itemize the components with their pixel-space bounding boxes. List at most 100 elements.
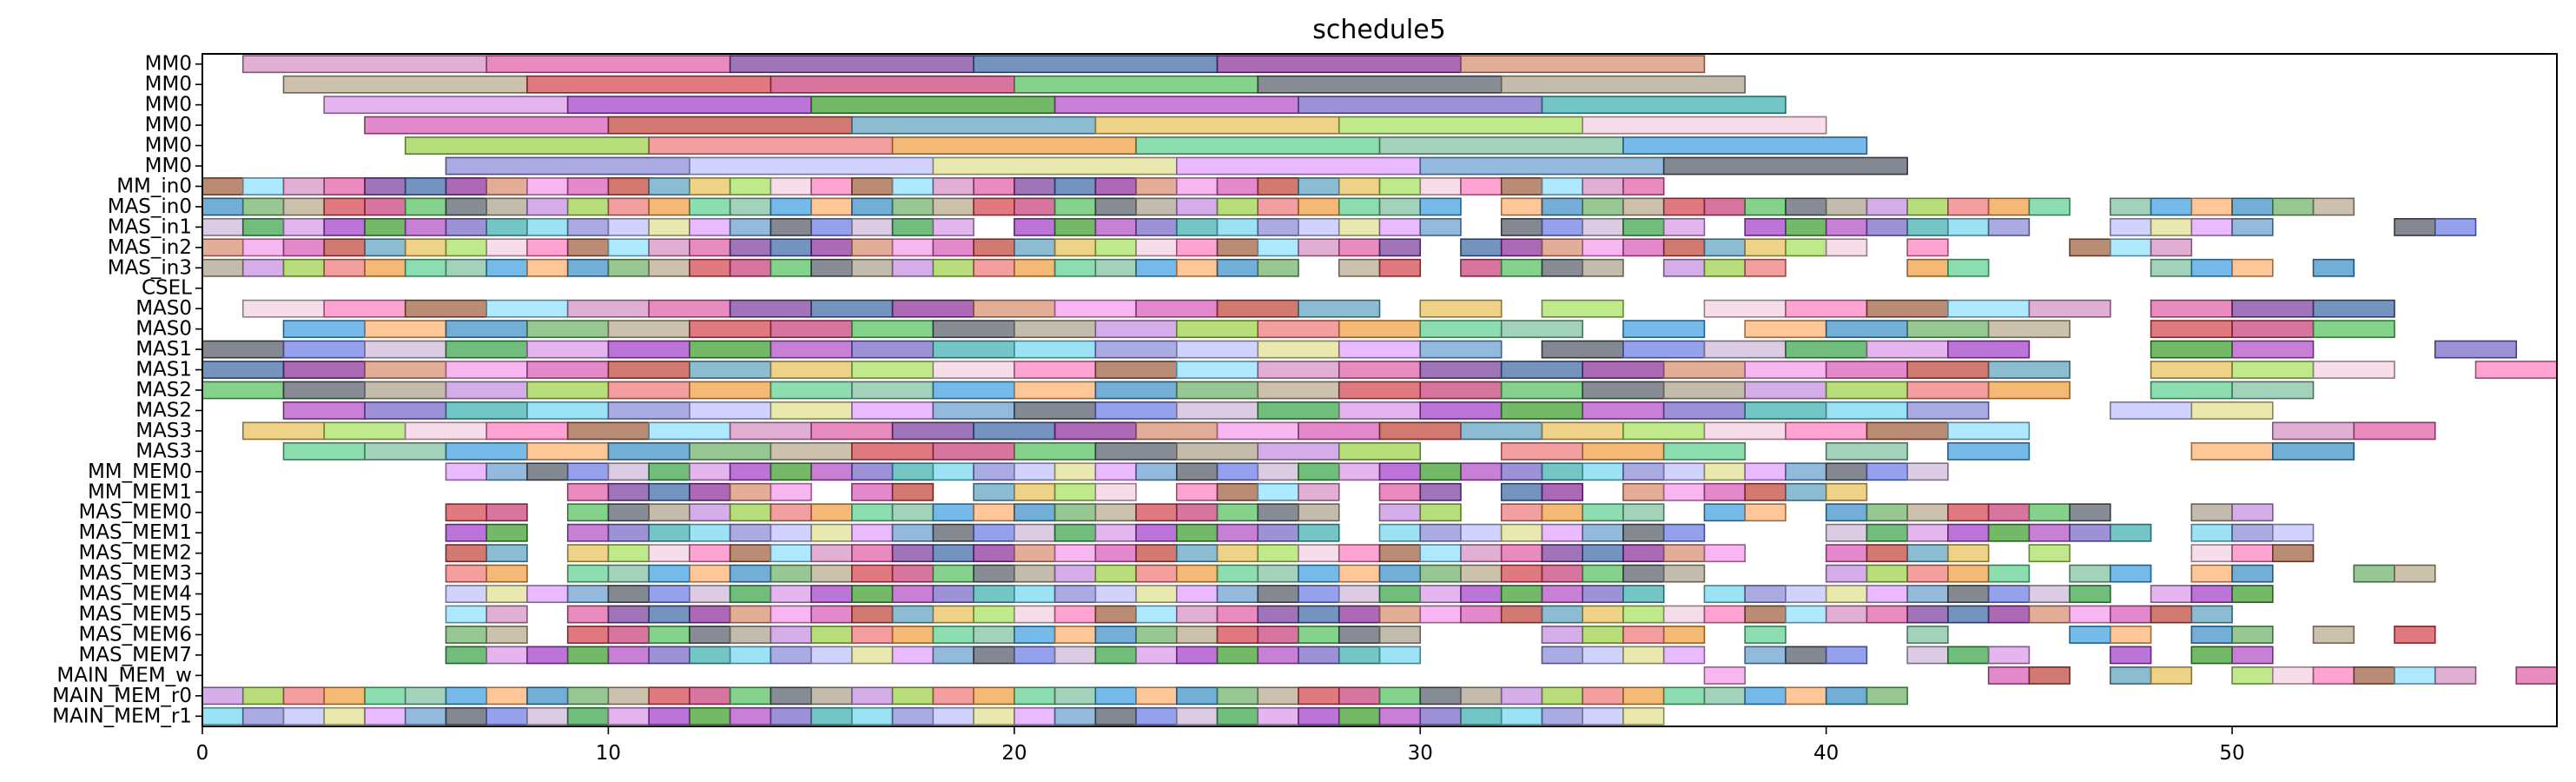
bar-mm0-5-3 <box>1175 156 1422 176</box>
bar-mas_mem4-26-18 <box>1175 585 1219 603</box>
bar-mas2-17-15 <box>1500 401 1583 420</box>
bar-mm_in0-6-19 <box>973 177 1015 196</box>
bar-mas_mem1-23-9 <box>851 523 894 542</box>
bar-mas_mem6-28-16 <box>1135 626 1178 644</box>
bar-mas3-18-16 <box>1541 421 1624 441</box>
row-label-26: MAS_MEM4 <box>78 583 192 606</box>
bar-mas_mem6-28-20 <box>1298 626 1340 644</box>
bar-mas_mem0-22-11 <box>932 503 974 522</box>
bar-mas_in2-9-30 <box>1460 238 1503 257</box>
bar-mm_mem1-21-14 <box>1257 482 1299 501</box>
bar-mm_in0-6-24 <box>1175 177 1219 196</box>
bar-main_mem_r1-32-19 <box>973 706 1015 726</box>
bar-mas_mem5-27-31 <box>1744 605 1787 624</box>
bar-mas_in3-10-21 <box>1054 258 1097 277</box>
bar-mas_mem4-26-22 <box>1338 585 1381 603</box>
bar-main_mem_r0-31-21 <box>1054 686 1097 706</box>
bar-mas_mem0-22-30 <box>1866 503 1908 522</box>
bar-main_mem_r0-31-26 <box>1257 686 1299 706</box>
bar-mas0-13-8 <box>932 320 1015 339</box>
bar-mas_mem7-29-30 <box>1825 646 1868 665</box>
bar-mm_mem0-20-28 <box>1582 462 1624 481</box>
bar-mas1-15-10 <box>1014 361 1097 379</box>
bar-mm_in0-6-2 <box>282 177 326 196</box>
bar-mas_mem0-22-1 <box>485 503 528 522</box>
bar-mas_in0-7-27 <box>1298 197 1340 216</box>
bar-mas_mem0-22-10 <box>891 503 935 522</box>
bar-mas_in2-9-40 <box>1906 238 1949 257</box>
bar-mm0-0-2 <box>729 55 974 74</box>
bar-mas_in0-7-6 <box>445 197 487 216</box>
bar-main_mem_r1-32-4 <box>364 706 406 726</box>
bar-mas_mem2-24-17 <box>1175 544 1219 563</box>
bar-mas_in1-8-18 <box>932 217 974 236</box>
bar-mas_in0-7-9 <box>566 197 610 216</box>
bar-mas_in0-7-39 <box>1825 197 1868 216</box>
bar-mas_in2-9-3 <box>323 238 366 257</box>
bar-mas_mem1-23-27 <box>1622 523 1665 542</box>
bar-main_mem_w-30-6 <box>2272 666 2315 685</box>
bar-mas0-13-6 <box>769 320 853 339</box>
bar-mas0-12-15 <box>1541 299 1624 318</box>
bar-mas_mem4-26-3 <box>566 585 610 603</box>
bar-mas_mem0-22-28 <box>1744 503 1787 522</box>
bar-mas_in1-8-7 <box>485 217 528 236</box>
bar-mas0-12-10 <box>1054 299 1137 318</box>
bar-mas1-14-19 <box>1785 340 1868 359</box>
bar-mas_mem6-28-3 <box>607 626 650 644</box>
bar-mas_mem4-26-8 <box>769 585 812 603</box>
bar-mas0-13-14 <box>1419 320 1503 339</box>
bar-mas1-14-6 <box>689 340 772 359</box>
bar-mas2-16-0 <box>201 381 285 400</box>
bar-mas_in1-8-5 <box>404 217 447 236</box>
bar-mas_mem4-26-15 <box>1054 585 1097 603</box>
bar-mas_mem0-22-15 <box>1094 503 1137 522</box>
bar-mas_mem7-29-1 <box>485 646 528 665</box>
bar-mas_in0-7-11 <box>648 197 690 216</box>
row-label-11: CSEL <box>142 277 192 300</box>
bar-mas_mem4-26-42 <box>2231 585 2274 603</box>
bar-mm_mem0-20-3 <box>566 462 610 481</box>
bar-mm_mem0-20-33 <box>1785 462 1827 481</box>
row-label-13: MAS0 <box>135 318 192 341</box>
bar-mas_mem4-26-33 <box>1825 585 1868 603</box>
bar-mas_mem4-26-34 <box>1866 585 1908 603</box>
bar-mas3-19-4 <box>607 441 690 461</box>
bar-mas_mem3-25-14 <box>1054 564 1097 583</box>
bar-mas_mem4-26-25 <box>1460 585 1503 603</box>
bar-mas_mem6-28-23 <box>1541 626 1584 644</box>
bar-mas_in3-10-8 <box>526 258 569 277</box>
bar-mas1-14-21 <box>1947 340 2031 359</box>
bar-mas0-13-11 <box>1175 320 1259 339</box>
bar-mas_mem3-25-13 <box>1014 564 1056 583</box>
bar-mm0-0-1 <box>485 55 731 74</box>
bar-mas_in3-10-40 <box>2231 258 2274 277</box>
bar-main_mem_r0-31-38 <box>1744 686 1787 706</box>
bar-mm_in0-6-7 <box>485 177 528 196</box>
bar-main_mem_r0-31-41 <box>1866 686 1908 706</box>
x-tick-label-0: 0 <box>196 742 209 765</box>
bar-mas_mem4-26-0 <box>445 585 487 603</box>
bar-mas1-15-13 <box>1257 361 1340 379</box>
bar-mas_in0-7-16 <box>851 197 894 216</box>
bar-mas_mem1-23-35 <box>2069 523 2111 542</box>
bar-mas_mem6-28-9 <box>851 626 894 644</box>
bar-mas0-12-19 <box>1947 299 2031 318</box>
bar-mas_in1-8-24 <box>1216 217 1259 236</box>
bar-mas_mem0-22-37 <box>2231 503 2274 522</box>
bar-mas_in2-9-27 <box>1298 238 1340 257</box>
bar-mas_mem2-24-4 <box>648 544 690 563</box>
bar-mas3-18-3 <box>485 421 569 441</box>
bar-mm_in0-6-23 <box>1135 177 1178 196</box>
bar-mas0-13-3 <box>526 320 610 339</box>
bar-mas1-15-23 <box>2150 361 2233 379</box>
bar-main_mem_r1-32-32 <box>1500 706 1543 726</box>
bar-mm_mem1-21-24 <box>1785 482 1827 501</box>
bar-mas_mem2-24-27 <box>1582 544 1624 563</box>
bar-mas_mem1-23-22 <box>1419 523 1462 542</box>
bar-mas_mem4-26-17 <box>1135 585 1178 603</box>
bar-mas_mem5-27-39 <box>2069 605 2111 624</box>
bar-mas_mem3-25-31 <box>1866 564 1908 583</box>
bar-mas_mem5-27-16 <box>1135 605 1178 624</box>
row-label-24: MAS_MEM2 <box>78 542 192 565</box>
